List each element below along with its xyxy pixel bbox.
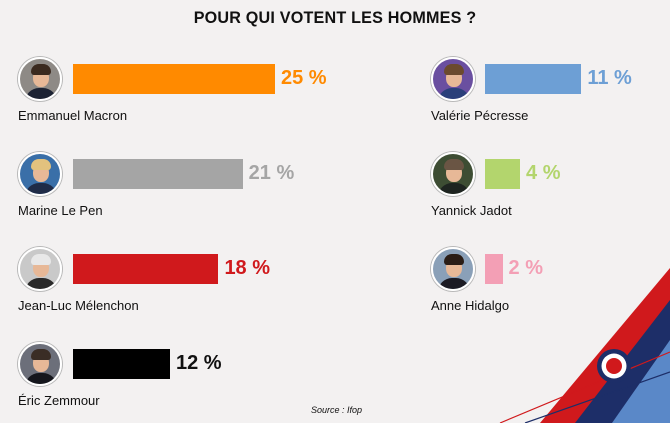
source-note: Source : Ifop xyxy=(311,405,363,415)
value-label-valerie-pecresse: 11 % xyxy=(587,67,632,89)
name-label-marine-le-pen: Marine Le Pen xyxy=(18,203,103,218)
bar-marine-le-pen xyxy=(73,159,243,189)
name-label-anne-hidalgo: Anne Hidalgo xyxy=(431,298,510,313)
bar-valerie-pecresse xyxy=(485,64,582,94)
anne-hidalgo-photo xyxy=(431,247,475,291)
name-label-jean-luc-melenchon: Jean-Luc Mélenchon xyxy=(18,298,139,313)
value-label-emmanuel-macron: 25 % xyxy=(281,67,327,89)
value-label-jean-luc-melenchon: 18 % xyxy=(224,257,271,279)
value-label-eric-zemmour: 12 % xyxy=(175,352,222,374)
marine-le-pen-photo xyxy=(18,152,62,196)
bar-jean-luc-melenchon xyxy=(73,254,219,284)
valerie-pecresse-photo xyxy=(431,57,475,101)
value-label-yannick-jadot: 4 % xyxy=(526,162,561,184)
value-label-anne-hidalgo: 2 % xyxy=(508,257,543,279)
name-label-eric-zemmour: Éric Zemmour xyxy=(18,393,100,408)
chart-title: POUR QUI VOTENT LES HOMMES ? xyxy=(193,8,477,27)
jean-luc-melenchon-photo xyxy=(18,247,62,291)
bar-anne-hidalgo xyxy=(485,254,503,284)
value-label-marine-le-pen: 21 % xyxy=(248,162,295,184)
yannick-jadot-photo xyxy=(431,152,475,196)
name-label-valerie-pecresse: Valérie Pécresse xyxy=(431,108,529,123)
bar-yannick-jadot xyxy=(485,159,521,189)
emmanuel-macron-photo xyxy=(18,57,62,101)
name-label-yannick-jadot: Yannick Jadot xyxy=(431,203,512,218)
name-label-emmanuel-macron: Emmanuel Macron xyxy=(18,108,128,123)
eric-zemmour-photo xyxy=(18,342,62,386)
bar-eric-zemmour xyxy=(73,349,170,379)
bar-emmanuel-macron xyxy=(73,64,275,94)
